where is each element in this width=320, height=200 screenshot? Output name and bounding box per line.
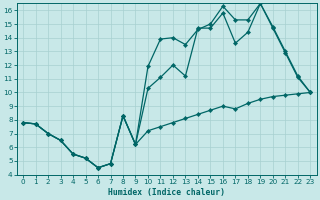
X-axis label: Humidex (Indice chaleur): Humidex (Indice chaleur)	[108, 188, 225, 197]
